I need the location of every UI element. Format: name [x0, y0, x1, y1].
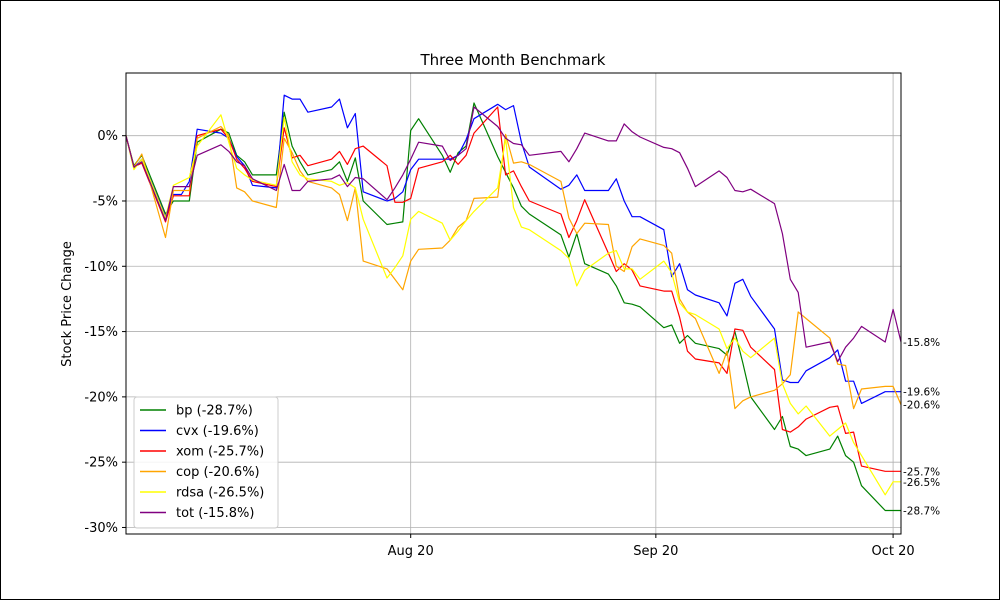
series-lines — [125, 94, 902, 512]
y-tick-label: -30% — [84, 521, 118, 536]
legend-item: xom (-25.7%) — [176, 445, 264, 460]
x-axis: Aug 20 Sep 20 Oct 20 — [388, 534, 915, 559]
x-tick-label: Oct 20 — [872, 544, 915, 559]
y-axis: 0% -5% -10% -15% -20% -25% -30% — [84, 129, 126, 536]
end-value-label: -26.5% — [903, 477, 940, 489]
y-axis-label: Stock Price Change — [60, 241, 75, 367]
x-tick-label: Sep 20 — [633, 544, 678, 559]
legend: bp (-28.7%) cvx (-19.6%) xom (-25.7%) cop (… — [133, 396, 279, 529]
legend-item: tot (-15.8%) — [176, 506, 254, 521]
end-value-label: -15.8% — [903, 337, 940, 349]
series-line-rdsa — [125, 114, 901, 496]
series-line-tot — [125, 106, 902, 363]
chart-title: Three Month Benchmark — [420, 51, 606, 69]
end-labels: -28.7% -19.6% -25.7% -20.6% -26.5% -15.8% — [903, 337, 940, 517]
legend-item: cvx (-19.6%) — [176, 424, 259, 439]
legend-item: rdsa (-26.5%) — [176, 486, 264, 501]
x-tick-label: Aug 20 — [388, 544, 434, 559]
y-tick-label: -15% — [84, 325, 118, 340]
y-tick-label: -20% — [84, 390, 118, 405]
y-tick-label: -10% — [84, 260, 118, 275]
legend-box — [133, 396, 279, 529]
end-value-label: -25.7% — [903, 466, 940, 478]
end-value-label: -19.6% — [903, 387, 940, 399]
end-value-label: -28.7% — [903, 505, 940, 517]
y-tick-label: -5% — [93, 194, 118, 209]
plot-frame — [125, 72, 902, 535]
series-line-bp — [125, 102, 901, 512]
legend-item: cop (-20.6%) — [176, 465, 260, 480]
y-tick-label: 0% — [97, 129, 118, 144]
end-value-label: -20.6% — [903, 400, 940, 412]
series-line-cop — [125, 125, 902, 410]
y-tick-label: -25% — [84, 456, 118, 471]
legend-item: bp (-28.7%) — [176, 404, 253, 419]
